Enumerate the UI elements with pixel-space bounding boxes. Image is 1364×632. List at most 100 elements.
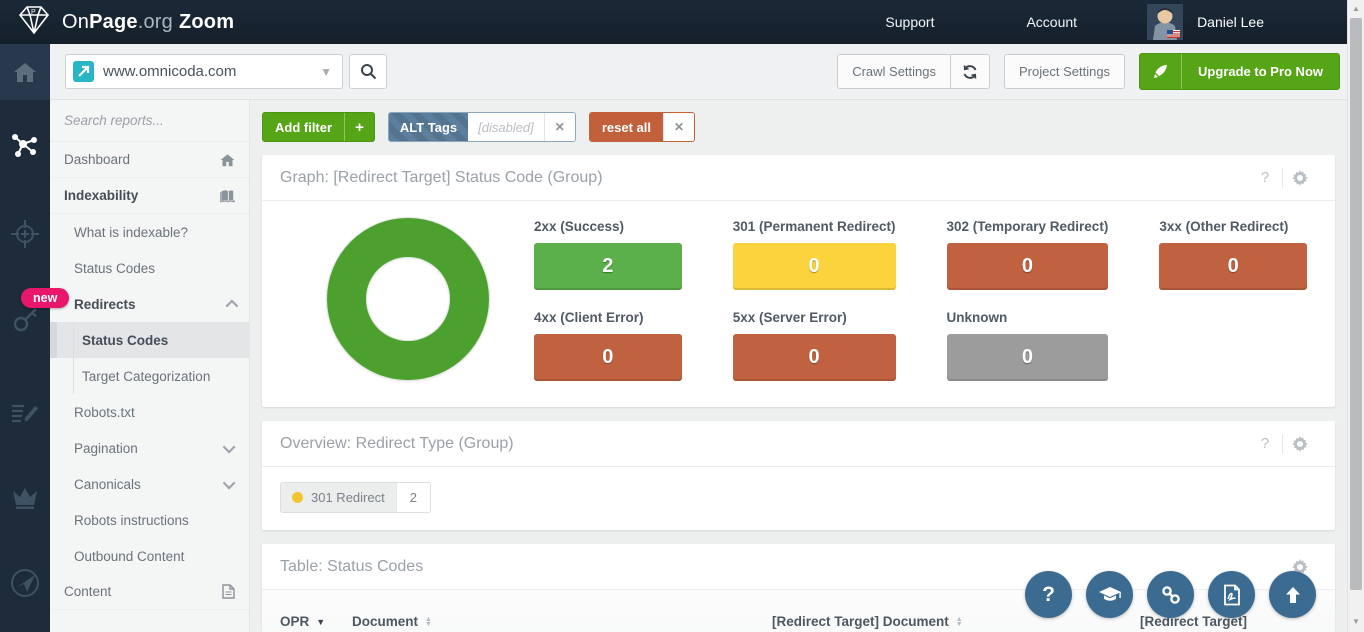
column-redirect-target-document[interactable]: [Redirect Target] Document ▲ ▼ xyxy=(772,614,963,629)
explorer-rail-button[interactable] xyxy=(0,563,50,603)
sidebar-item-redirects-status-codes[interactable]: Status Codes xyxy=(50,322,249,358)
topbar: P OnPage.org Zoom Support Account xyxy=(0,0,1364,44)
reports-rail-button-active[interactable] xyxy=(0,125,50,165)
domain-search-button[interactable] xyxy=(349,54,387,89)
gear-icon[interactable] xyxy=(1283,558,1317,575)
table-panel-header: Table: Status Codes xyxy=(262,544,1335,590)
sort-icon: ▲ ▼ xyxy=(425,616,432,628)
sidebar-item-dashboard[interactable]: Dashboard xyxy=(50,142,249,178)
stat-302-value[interactable]: 0 xyxy=(946,243,1109,290)
project-domain-select[interactable]: www.omnicoda.com ▼ xyxy=(65,54,343,89)
academy-fab[interactable] xyxy=(1086,571,1133,618)
status-code-donut-chart[interactable] xyxy=(327,218,489,380)
sort-desc-icon: ▼ xyxy=(316,617,326,627)
project-settings-button[interactable]: Project Settings xyxy=(1004,54,1126,89)
scrollbar-thumb[interactable] xyxy=(1350,18,1362,590)
graph-panel-header: Graph: [Redirect Target] Status Code (Gr… xyxy=(262,155,1335,201)
sidebar: Dashboard Indexability xyxy=(50,100,250,632)
support-link[interactable]: Support xyxy=(885,14,935,30)
sidebar-item-robots-txt[interactable]: Robots.txt xyxy=(74,404,135,420)
compass-send-icon xyxy=(11,569,39,597)
column-document[interactable]: Document ▲ ▼ xyxy=(352,614,432,629)
crawl-settings-button[interactable]: Crawl Settings xyxy=(837,54,951,89)
add-filter-button[interactable]: Add filter + xyxy=(262,112,375,142)
help-icon[interactable]: ? xyxy=(1260,435,1270,452)
column-opr[interactable]: OPR ▼ xyxy=(280,614,326,629)
report-search-input[interactable] xyxy=(64,113,243,128)
graph-panel-body: 2xx (Success) 2 301 (Permanent Redirect)… xyxy=(262,201,1335,407)
overview-panel-header: Overview: Redirect Type (Group) ? xyxy=(262,421,1335,467)
gear-icon[interactable] xyxy=(1283,435,1317,452)
user-menu[interactable]: Daniel Lee xyxy=(1147,4,1264,40)
stat-301-value[interactable]: 0 xyxy=(732,243,896,290)
upgrade-pro-button[interactable]: Upgrade to Pro Now xyxy=(1139,53,1340,90)
focus-rail-button[interactable] xyxy=(0,214,50,254)
donut-hole xyxy=(366,257,450,341)
scroll-top-fab[interactable] xyxy=(1269,571,1316,618)
gear-icon[interactable] xyxy=(1283,169,1317,186)
link-fab[interactable] xyxy=(1147,571,1194,618)
editorial-rail-button[interactable] xyxy=(0,392,50,432)
help-fab[interactable]: ? xyxy=(1025,571,1072,618)
toolbar: www.omnicoda.com ▼ Crawl Settings xyxy=(50,44,1364,100)
sidebar-item-indexability[interactable]: Indexability xyxy=(50,178,249,214)
scrollbar-up-arrow[interactable]: ▲ xyxy=(1352,4,1360,13)
stat-4xx-value[interactable]: 0 xyxy=(534,334,682,381)
sidebar-item-content[interactable]: Content xyxy=(50,574,249,610)
table-panel-title: Table: Status Codes xyxy=(280,557,424,575)
legend-dot xyxy=(292,492,303,503)
search-icon xyxy=(360,64,376,80)
sidebar-item-what-is-indexable[interactable]: What is indexable? xyxy=(74,224,189,240)
chevron-down-icon: ▼ xyxy=(320,64,332,79)
sidebar-item-robots-instructions[interactable]: Robots instructions xyxy=(74,512,189,528)
refresh-icon xyxy=(963,64,977,79)
recrawl-button[interactable] xyxy=(951,54,990,89)
overview-panel-title: Overview: Redirect Type (Group) xyxy=(280,434,514,452)
arrow-up-icon xyxy=(1285,586,1300,603)
keywords-rail-button[interactable] xyxy=(0,300,50,340)
brand[interactable]: P OnPage.org Zoom xyxy=(18,5,234,40)
domain-icon xyxy=(73,61,94,82)
sidebar-item-canonicals[interactable]: Canonicals xyxy=(50,466,249,502)
stat-5xx-value[interactable]: 0 xyxy=(732,334,896,381)
question-icon: ? xyxy=(1042,582,1055,606)
book-icon xyxy=(220,189,235,202)
close-icon[interactable]: ✕ xyxy=(543,113,575,141)
home-rail-button[interactable] xyxy=(0,44,50,100)
sidebar-item-redirects[interactable]: Redirects xyxy=(50,286,249,322)
report-search[interactable] xyxy=(50,100,249,142)
domain-value: www.omnicoda.com xyxy=(103,63,237,80)
user-avatar xyxy=(1147,4,1184,40)
overview-panel: Overview: Redirect Type (Group) ? xyxy=(262,421,1335,530)
home-icon xyxy=(14,63,36,82)
filter-bar: Add filter + ALT Tags [disabled] ✕ reset… xyxy=(262,112,1335,142)
onpage-diamond-logo-icon: P xyxy=(18,5,50,40)
stat-3xx: 3xx (Other Redirect) 0 xyxy=(1159,219,1307,290)
icon-rail xyxy=(0,44,50,632)
account-link[interactable]: Account xyxy=(1026,14,1078,30)
pdf-export-fab[interactable] xyxy=(1208,571,1255,618)
close-icon[interactable]: ✕ xyxy=(663,113,695,141)
divider xyxy=(1282,433,1283,454)
divider xyxy=(1282,167,1283,188)
chevron-up-icon xyxy=(225,299,239,312)
sidebar-item-pagination[interactable]: Pagination xyxy=(50,430,249,466)
sidebar-item-status-codes[interactable]: Status Codes xyxy=(74,260,156,276)
page-scrollbar[interactable]: ▲ ▼ xyxy=(1347,0,1364,632)
scrollbar-down-arrow[interactable]: ▼ xyxy=(1352,617,1360,626)
overview-panel-body: 301 Redirect 2 xyxy=(262,467,1335,530)
filter-chip-reset-all: reset all ✕ xyxy=(588,112,696,142)
sort-icon: ▲ ▼ xyxy=(955,616,963,628)
stat-unknown-value[interactable]: 0 xyxy=(946,334,1109,381)
help-icon[interactable]: ? xyxy=(1260,169,1270,186)
legend-301-redirect[interactable]: 301 Redirect 2 xyxy=(280,482,431,513)
new-badge: new xyxy=(21,288,70,308)
filter-chip-alt-tags: ALT Tags [disabled] ✕ xyxy=(387,112,576,142)
stat-3xx-value[interactable]: 0 xyxy=(1159,243,1307,290)
stat-2xx-value[interactable]: 2 xyxy=(534,243,682,290)
rankings-rail-button[interactable] xyxy=(0,478,50,518)
graph-panel-title: Graph: [Redirect Target] Status Code (Gr… xyxy=(280,168,603,186)
sidebar-item-outbound-content[interactable]: Outbound Content xyxy=(74,548,185,564)
sidebar-item-target-categorization[interactable]: Target Categorization xyxy=(50,358,249,394)
